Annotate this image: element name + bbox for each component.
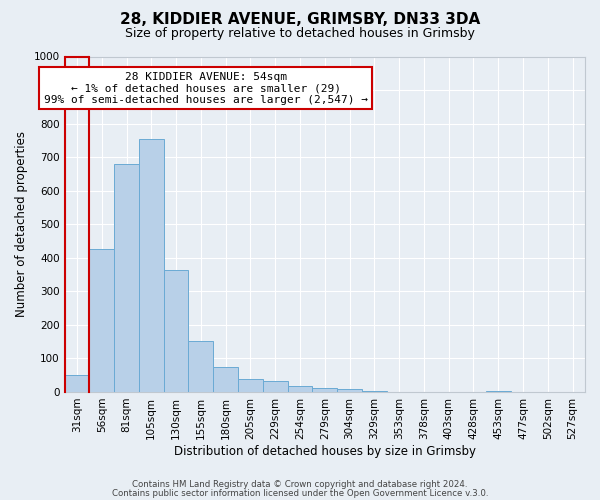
Bar xyxy=(139,138,164,392)
Y-axis label: Number of detached properties: Number of detached properties xyxy=(15,131,28,317)
Bar xyxy=(65,374,89,392)
Bar xyxy=(213,367,238,392)
Text: 28 KIDDIER AVENUE: 54sqm
← 1% of detached houses are smaller (29)
99% of semi-de: 28 KIDDIER AVENUE: 54sqm ← 1% of detache… xyxy=(44,72,368,105)
X-axis label: Distribution of detached houses by size in Grimsby: Distribution of detached houses by size … xyxy=(174,444,476,458)
Bar xyxy=(114,164,139,392)
Text: 28, KIDDIER AVENUE, GRIMSBY, DN33 3DA: 28, KIDDIER AVENUE, GRIMSBY, DN33 3DA xyxy=(120,12,480,28)
Bar xyxy=(238,378,263,392)
Bar xyxy=(188,341,213,392)
Bar xyxy=(337,390,362,392)
Text: Contains HM Land Registry data © Crown copyright and database right 2024.: Contains HM Land Registry data © Crown c… xyxy=(132,480,468,489)
Bar xyxy=(362,391,387,392)
Text: Size of property relative to detached houses in Grimsby: Size of property relative to detached ho… xyxy=(125,28,475,40)
Bar xyxy=(89,250,114,392)
Text: Contains public sector information licensed under the Open Government Licence v.: Contains public sector information licen… xyxy=(112,488,488,498)
Bar xyxy=(287,386,313,392)
Bar xyxy=(164,270,188,392)
Bar xyxy=(313,388,337,392)
Bar xyxy=(263,381,287,392)
